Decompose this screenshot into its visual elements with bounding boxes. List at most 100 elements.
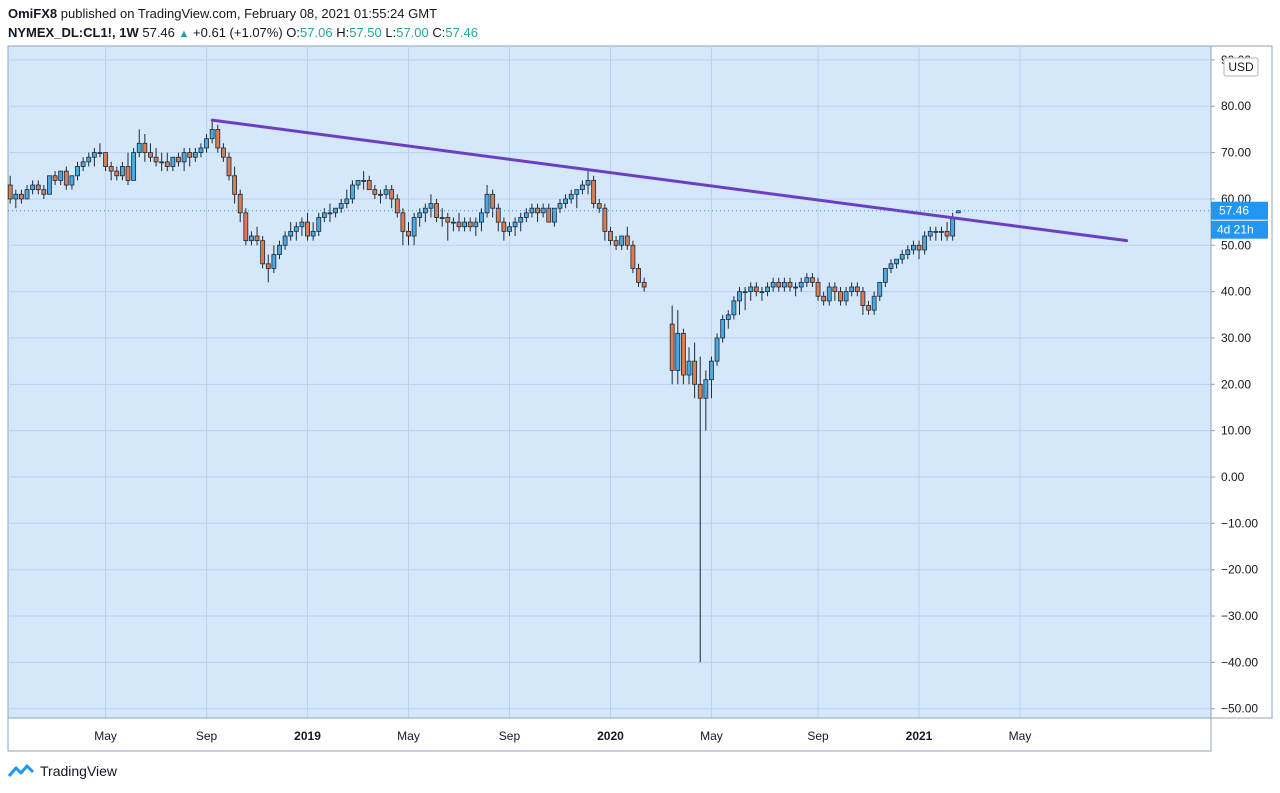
- candle-body: [125, 166, 131, 181]
- price-axis[interactable]: [1210, 45, 1273, 719]
- time-ticks: May Sep 2019 May Sep 2020 May Sep 2021 May: [94, 729, 1031, 743]
- candle-body: [933, 230, 939, 233]
- candle-body: [529, 207, 535, 214]
- candle: [209, 120, 215, 144]
- tradingview-logo-icon: [8, 764, 34, 777]
- candle: [944, 222, 950, 241]
- high-value: 57.50: [349, 25, 382, 40]
- candle: [731, 296, 737, 320]
- candle: [220, 143, 226, 162]
- candle-body: [871, 295, 877, 311]
- candle: [922, 231, 928, 255]
- candle: [479, 208, 484, 232]
- candle: [641, 277, 647, 292]
- candle: [798, 277, 804, 292]
- close-value: 57.46: [445, 25, 478, 40]
- candle: [787, 277, 793, 292]
- candle-body: [288, 230, 294, 237]
- candle: [389, 185, 395, 209]
- candle: [406, 222, 411, 246]
- candle-body: [114, 170, 120, 177]
- price-tick-label: 10.00: [1221, 424, 1251, 438]
- candle: [86, 152, 92, 167]
- candle-body: [636, 268, 641, 283]
- candle: [473, 217, 479, 237]
- candle-body: [428, 203, 434, 209]
- candle: [574, 189, 580, 209]
- candle: [80, 157, 86, 172]
- candle-body: [484, 193, 490, 214]
- candle-body: [456, 221, 462, 228]
- candle-body: [574, 189, 580, 195]
- candle: [849, 282, 855, 297]
- candle-body: [619, 235, 625, 246]
- candle-body: [501, 221, 507, 232]
- candle: [7, 175, 13, 204]
- candle: [753, 282, 759, 297]
- author-name[interactable]: OmiFX8: [8, 6, 58, 21]
- candle-body: [737, 291, 742, 302]
- candle: [170, 156, 176, 172]
- candle: [260, 236, 266, 269]
- candle: [288, 222, 294, 241]
- candle: [608, 226, 613, 246]
- candle: [585, 171, 591, 195]
- candle: [630, 240, 636, 274]
- candle-body: [209, 129, 215, 140]
- candle-body: [389, 189, 395, 200]
- trendline[interactable]: [210, 118, 1129, 243]
- candle-body: [765, 286, 770, 293]
- candle-body: [709, 360, 714, 381]
- candle: [24, 185, 30, 200]
- candle: [192, 147, 198, 162]
- candle-body: [69, 175, 75, 186]
- candle-body: [91, 152, 97, 158]
- candle-body: [703, 379, 709, 399]
- candle-body: [103, 152, 108, 167]
- candle: [215, 124, 221, 153]
- published-text: published on TradingView.com, February 0…: [60, 6, 438, 21]
- candle-body: [720, 319, 726, 339]
- candle-body: [888, 263, 894, 269]
- candle: [692, 342, 698, 399]
- candle-body: [512, 221, 518, 228]
- candle-body: [697, 383, 703, 399]
- candle: [759, 286, 765, 301]
- last-price-label: 57.46: [1211, 201, 1268, 220]
- candle: [546, 203, 552, 223]
- candle: [378, 189, 383, 204]
- candle-body: [131, 152, 137, 181]
- time-tick-label: Sep: [196, 729, 218, 743]
- price-tick-label: 50.00: [1221, 238, 1251, 252]
- candle-body: [204, 138, 209, 149]
- time-axis[interactable]: [7, 717, 1212, 752]
- low-label: L:: [385, 25, 397, 40]
- candle: [854, 282, 860, 297]
- candle-body: [120, 166, 125, 177]
- candle-body: [911, 244, 916, 251]
- candle-body: [181, 152, 187, 163]
- candle-body: [254, 235, 260, 242]
- candle-body: [153, 156, 159, 163]
- candle-body: [613, 240, 619, 246]
- candle: [563, 194, 568, 209]
- candle-body: [630, 244, 636, 269]
- candle: [860, 286, 866, 315]
- price-tick-label: −10.00: [1221, 516, 1258, 530]
- candle: [338, 198, 344, 213]
- candle: [781, 277, 787, 292]
- candle: [316, 212, 322, 237]
- candle: [52, 171, 58, 186]
- time-tick-label: 2021: [906, 729, 933, 743]
- tradingview-footer[interactable]: TradingView: [8, 763, 117, 779]
- candle: [333, 207, 338, 218]
- candle-body: [411, 217, 417, 237]
- candle: [686, 347, 692, 385]
- price-tick-label: 70.00: [1221, 146, 1251, 160]
- candle: [742, 286, 748, 311]
- candle-body: [894, 258, 899, 265]
- plot-area[interactable]: [7, 45, 1212, 719]
- candle-body: [19, 193, 24, 200]
- candle: [927, 226, 933, 241]
